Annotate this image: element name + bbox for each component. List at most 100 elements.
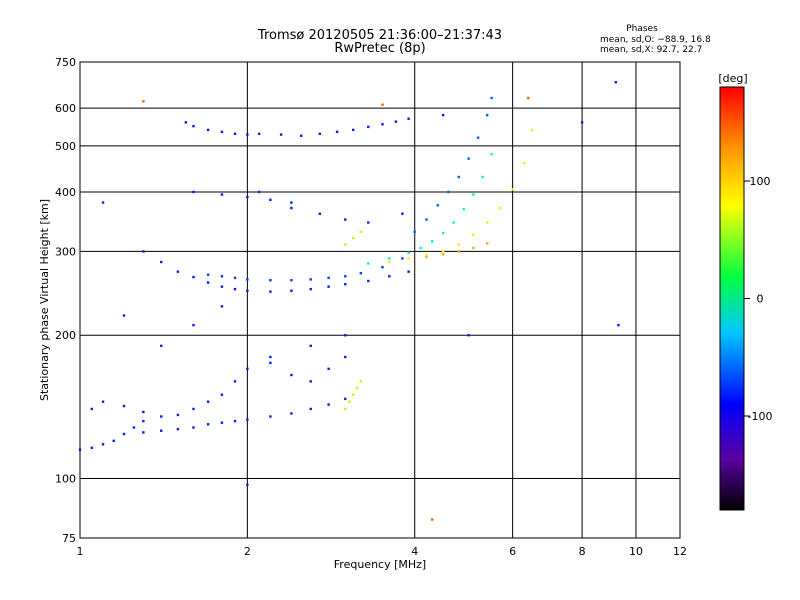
data-point xyxy=(430,240,434,243)
data-point xyxy=(132,426,136,429)
data-point xyxy=(344,334,347,337)
data-point xyxy=(142,431,145,434)
data-point xyxy=(359,380,363,383)
data-point xyxy=(78,448,82,451)
x-tick-label: 4 xyxy=(411,545,418,558)
data-point xyxy=(401,257,404,260)
data-point xyxy=(436,204,439,207)
data-point xyxy=(367,125,370,129)
y-tick-label: 300 xyxy=(55,245,76,258)
data-point xyxy=(457,243,460,246)
data-point xyxy=(246,483,249,487)
data-point xyxy=(511,188,514,191)
data-point xyxy=(617,323,620,327)
data-point xyxy=(367,221,370,224)
data-point xyxy=(485,221,489,224)
data-point xyxy=(430,518,434,521)
data-point xyxy=(269,355,272,359)
data-point xyxy=(490,153,493,156)
data-point xyxy=(220,393,224,396)
data-point xyxy=(220,421,224,424)
data-point xyxy=(176,427,180,431)
data-point xyxy=(160,415,163,418)
data-point xyxy=(344,407,347,411)
data-point xyxy=(413,230,416,233)
data-point xyxy=(447,190,450,194)
chart-title: Tromsø 20120505 21:36:00–21:37:43 xyxy=(257,28,502,43)
data-point xyxy=(269,198,272,202)
data-point xyxy=(344,397,347,401)
data-point xyxy=(192,407,195,411)
data-point xyxy=(233,419,237,423)
data-point xyxy=(290,412,293,415)
plot-frame xyxy=(79,61,681,539)
y-tick-label: 600 xyxy=(55,102,76,115)
x-tick-label: 10 xyxy=(629,545,643,558)
data-point xyxy=(351,393,355,396)
data-point xyxy=(246,367,249,371)
data-point xyxy=(348,400,351,403)
data-point xyxy=(112,439,115,443)
x-tick-label: 8 xyxy=(579,545,586,558)
data-point xyxy=(476,136,480,139)
data-point xyxy=(327,276,330,280)
x-tick-labels: 1 2 4 6 8 10 12 xyxy=(77,545,688,558)
data-point xyxy=(614,81,618,84)
data-point xyxy=(485,113,489,117)
data-point xyxy=(160,344,163,348)
chart-subtitle: RwPretec (8p) xyxy=(334,41,425,56)
data-point xyxy=(344,283,347,286)
data-point xyxy=(309,287,312,291)
data-point xyxy=(355,386,359,390)
data-point xyxy=(122,314,126,317)
data-point xyxy=(388,260,391,264)
data-point xyxy=(142,419,145,423)
data-point xyxy=(233,132,237,135)
data-point xyxy=(441,252,445,256)
data-point xyxy=(160,429,163,432)
data-point xyxy=(425,218,428,221)
data-point xyxy=(269,290,272,293)
data-point xyxy=(206,128,210,132)
data-point xyxy=(367,279,370,283)
data-point xyxy=(206,423,210,426)
data-point xyxy=(327,403,330,406)
data-point xyxy=(441,231,445,235)
data-point xyxy=(401,212,404,215)
data-point xyxy=(206,400,210,403)
data-point xyxy=(269,361,272,365)
data-point xyxy=(246,195,249,199)
data-point xyxy=(335,130,339,134)
data-point xyxy=(472,233,475,237)
x-tick-label: 12 xyxy=(673,545,687,558)
y-tick-label: 200 xyxy=(55,329,76,342)
y-tick-label: 75 xyxy=(62,532,76,545)
data-point xyxy=(206,273,210,276)
data-point xyxy=(101,400,105,403)
data-point xyxy=(367,262,370,265)
data-point xyxy=(160,260,163,264)
data-point xyxy=(269,415,272,418)
colorbar-tick-label: 0 xyxy=(757,293,764,306)
y-axis-label: Stationary phase Virtual Height [km] xyxy=(38,199,51,401)
data-point xyxy=(441,250,445,253)
data-point xyxy=(407,117,410,120)
data-point xyxy=(472,246,475,250)
x-tick-label: 6 xyxy=(509,545,516,558)
data-point xyxy=(290,279,293,282)
data-point xyxy=(122,404,126,408)
data-point xyxy=(290,289,293,292)
data-point xyxy=(309,344,312,348)
data-point xyxy=(381,123,384,126)
data-point xyxy=(206,281,210,284)
phase-stats-line2: mean, sd,X: 92.7, 22.7 xyxy=(600,45,702,55)
data-point xyxy=(530,128,534,132)
data-point xyxy=(523,161,526,165)
data-point xyxy=(192,426,195,429)
data-point xyxy=(490,96,493,100)
data-point xyxy=(192,323,195,327)
y-tick-label: 750 xyxy=(55,56,76,69)
x-tick-label: 1 xyxy=(77,545,84,558)
data-point xyxy=(452,221,455,224)
data-point xyxy=(184,121,188,124)
